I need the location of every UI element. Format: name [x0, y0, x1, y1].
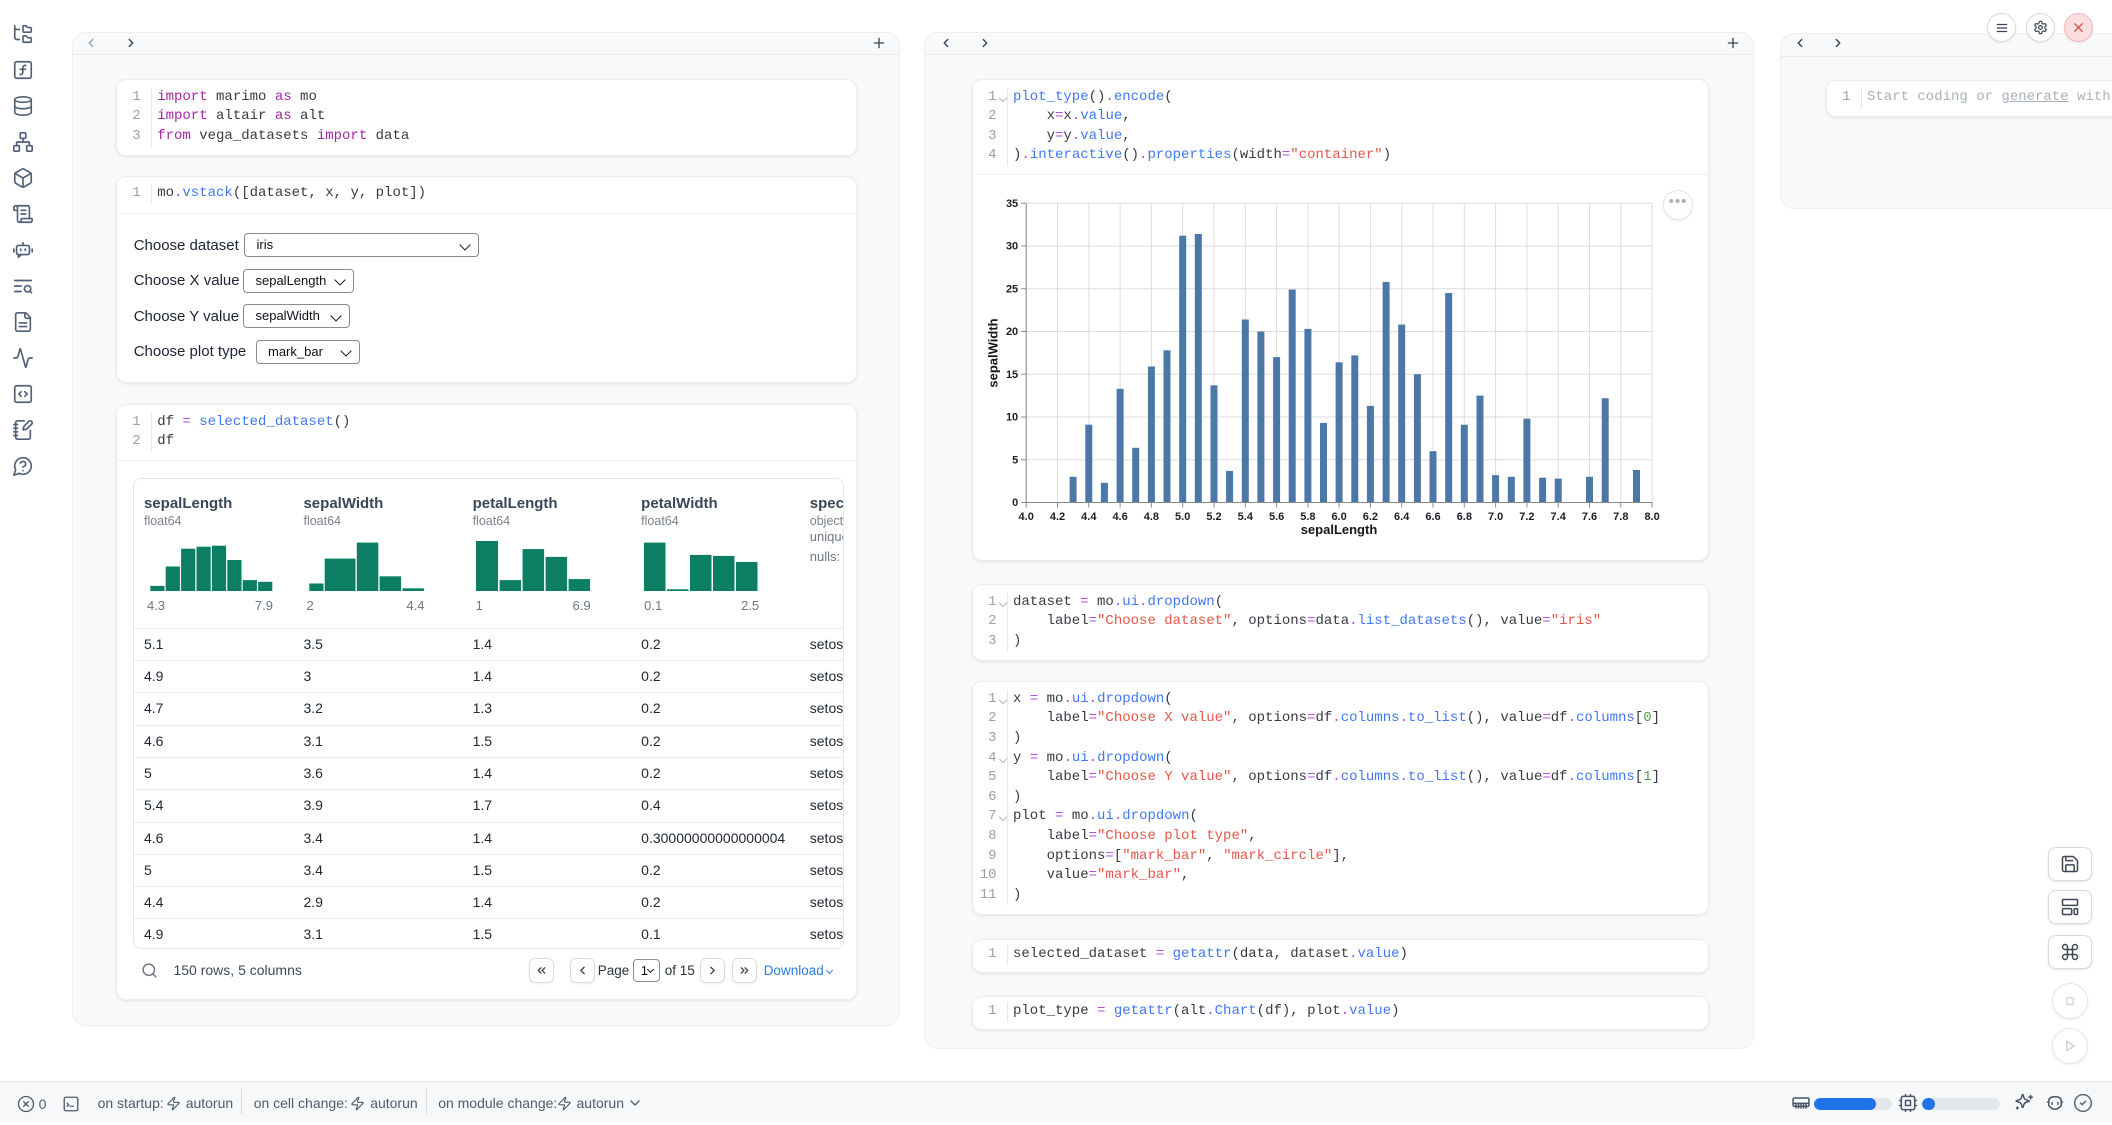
svg-text:7.0: 7.0 — [1487, 511, 1502, 523]
svg-text:7.8: 7.8 — [1613, 511, 1628, 523]
svg-text:4.6: 4.6 — [1112, 511, 1127, 523]
svg-text:4.0: 4.0 — [1018, 511, 1033, 523]
svg-text:7.4: 7.4 — [1550, 511, 1566, 523]
svg-text:30: 30 — [1005, 241, 1017, 253]
svg-text:5.4: 5.4 — [1237, 511, 1253, 523]
svg-text:7.2: 7.2 — [1519, 511, 1534, 523]
svg-text:6.6: 6.6 — [1425, 511, 1440, 523]
svg-text:6.4: 6.4 — [1394, 511, 1410, 523]
svg-text:5.0: 5.0 — [1175, 511, 1190, 523]
svg-text:4.2: 4.2 — [1049, 511, 1064, 523]
svg-text:25: 25 — [1005, 283, 1017, 295]
svg-text:6.2: 6.2 — [1362, 511, 1377, 523]
svg-text:35: 35 — [1005, 198, 1017, 210]
svg-text:4.4: 4.4 — [1081, 511, 1097, 523]
svg-text:7.6: 7.6 — [1581, 511, 1596, 523]
svg-text:5.2: 5.2 — [1206, 511, 1221, 523]
svg-text:8.0: 8.0 — [1644, 511, 1659, 523]
svg-text:5: 5 — [1012, 454, 1018, 466]
svg-text:6.0: 6.0 — [1331, 511, 1346, 523]
svg-text:6.8: 6.8 — [1456, 511, 1471, 523]
svg-text:sepalLength: sepalLength — [1300, 522, 1377, 537]
svg-text:20: 20 — [1005, 326, 1017, 338]
svg-text:5.8: 5.8 — [1300, 511, 1315, 523]
svg-text:10: 10 — [1005, 412, 1017, 424]
svg-text:5.6: 5.6 — [1268, 511, 1283, 523]
svg-text:15: 15 — [1005, 369, 1017, 381]
svg-text:sepalWidth: sepalWidth — [985, 318, 1000, 387]
svg-text:4.8: 4.8 — [1143, 511, 1158, 523]
svg-text:0: 0 — [1012, 497, 1018, 509]
